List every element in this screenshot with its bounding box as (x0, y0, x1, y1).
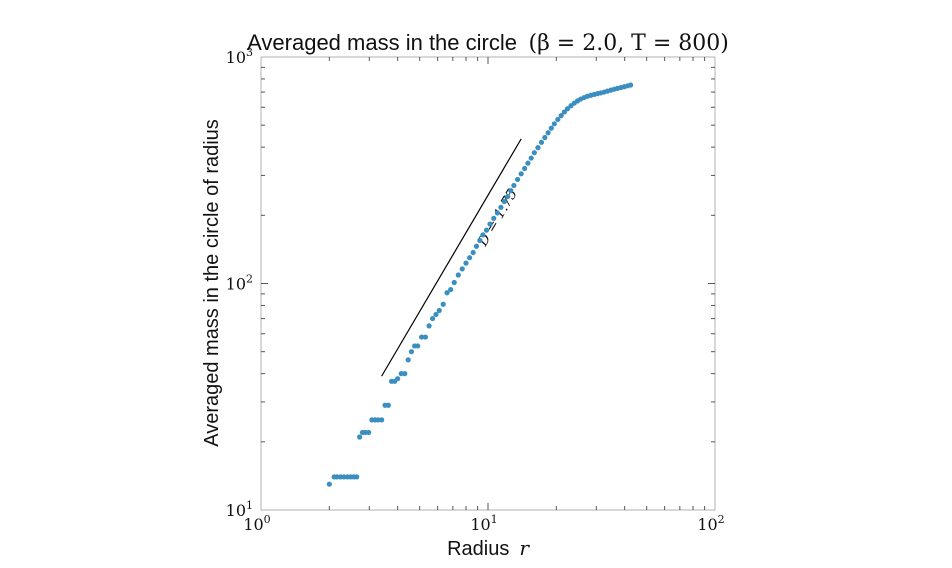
data-point (395, 376, 401, 382)
data-point (429, 315, 436, 322)
data-point (558, 113, 564, 119)
data-point (487, 221, 493, 227)
x-tick-label-base: 10 (243, 515, 263, 534)
data-point (408, 349, 415, 355)
x-tick-label-exp: 1 (491, 513, 498, 526)
y-tick-label-base: 10 (226, 48, 246, 67)
data-point (498, 204, 504, 210)
data-point (405, 357, 411, 363)
data-point (545, 130, 551, 136)
chart-title-params: (β = 2.0, T = 800) (528, 31, 728, 56)
x-axis-label-main: Radius (447, 538, 509, 560)
data-point (628, 82, 634, 88)
y-axis-label: Averaged mass in the circle of radius (201, 119, 223, 447)
data-point (522, 165, 528, 172)
data-point (326, 481, 332, 487)
y-tick-label: 102 (226, 273, 253, 294)
data-point (440, 301, 446, 307)
data-point (555, 116, 561, 123)
data-point (477, 237, 483, 243)
data-point (426, 323, 432, 329)
data-point (366, 429, 372, 436)
x-tick-label: 101 (470, 513, 497, 534)
data-point (448, 286, 454, 293)
data-point (514, 176, 521, 183)
reference-line (381, 138, 522, 377)
data-point (480, 232, 486, 238)
x-tick-label: 102 (697, 513, 724, 534)
data-point (467, 255, 473, 261)
data-point (354, 474, 360, 480)
data-point (548, 125, 554, 131)
y-tick-label-base: 10 (226, 501, 246, 520)
data-point (491, 215, 497, 221)
x-axis-label-var: r (519, 536, 530, 560)
data-point (542, 134, 548, 141)
data-point (551, 121, 557, 127)
y-tick-label-exp: 2 (246, 273, 253, 286)
y-tick-label: 103 (226, 46, 253, 67)
data-point (501, 198, 507, 205)
x-tick-label-base: 10 (697, 515, 717, 534)
axis-ticks (261, 57, 715, 510)
data-point (508, 188, 514, 194)
data-point (379, 417, 385, 423)
data-point (444, 290, 450, 296)
data-point (334, 474, 340, 480)
x-tick-label-exp: 2 (718, 513, 725, 526)
data-point (538, 139, 545, 145)
y-tick-label: 101 (226, 499, 253, 520)
data-point (459, 266, 465, 272)
data-point (531, 150, 537, 156)
data-point (402, 371, 408, 377)
chart-title-main: Averaged mass in the circle (247, 30, 517, 55)
data-point (422, 334, 429, 340)
data-point (470, 249, 476, 256)
data-point (436, 307, 442, 314)
y-tick-label-exp: 3 (246, 46, 253, 59)
x-axis-label: Radius r (447, 536, 530, 560)
data-point (385, 402, 391, 408)
plot-area (260, 56, 716, 511)
data-point (494, 210, 500, 216)
x-tick-label-base: 10 (470, 515, 490, 534)
data-point (483, 227, 490, 233)
data-point (525, 160, 531, 166)
data-point (455, 272, 461, 278)
data-point (419, 334, 425, 340)
y-tick-label-exp: 1 (246, 499, 253, 512)
data-point (463, 260, 469, 266)
data-point (505, 193, 511, 200)
chart-title: Averaged mass in the circle (β = 2.0, T … (247, 30, 729, 56)
data-point (415, 343, 421, 349)
data-point (451, 279, 457, 286)
x-tick-label-exp: 0 (264, 513, 271, 526)
data-point (528, 155, 534, 161)
data-point (511, 182, 517, 189)
data-points (326, 82, 634, 487)
data-point (535, 145, 541, 151)
data-point (433, 311, 439, 318)
data-point (473, 243, 480, 249)
data-point (564, 106, 571, 112)
y-tick-label-base: 10 (226, 275, 246, 294)
data-point (518, 171, 524, 177)
data-point (561, 109, 567, 115)
data-point (357, 434, 363, 440)
x-tick-label: 100 (243, 513, 270, 534)
